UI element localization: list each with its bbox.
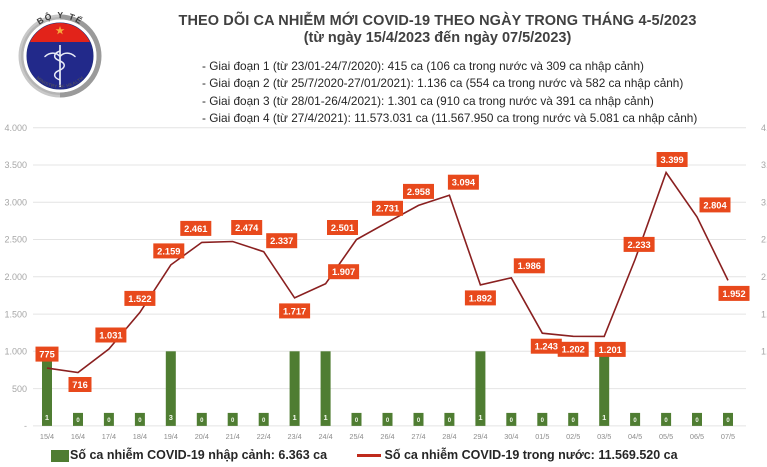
svg-text:3.399: 3.399 (660, 155, 683, 165)
svg-text:1.500: 1.500 (4, 309, 27, 319)
svg-text:1: 1 (478, 413, 482, 422)
svg-text:3.094: 3.094 (452, 178, 476, 188)
svg-text:20/4: 20/4 (195, 432, 209, 441)
svg-text:2.958: 2.958 (407, 187, 430, 197)
svg-text:28/4: 28/4 (442, 432, 456, 441)
svg-text:1.243: 1.243 (535, 342, 558, 352)
svg-text:2.000: 2.000 (761, 272, 767, 282)
svg-text:19/4: 19/4 (164, 432, 178, 441)
svg-text:23/4: 23/4 (287, 432, 301, 441)
svg-text:24/4: 24/4 (318, 432, 332, 441)
svg-text:22/4: 22/4 (257, 432, 271, 441)
svg-text:1.500: 1.500 (761, 309, 767, 319)
svg-text:2.159: 2.159 (157, 246, 180, 256)
svg-text:1.201: 1.201 (599, 345, 622, 355)
svg-text:2.233: 2.233 (627, 240, 650, 250)
svg-text:1.907: 1.907 (332, 267, 355, 277)
svg-text:03/5: 03/5 (597, 432, 611, 441)
svg-text:17/4: 17/4 (102, 432, 116, 441)
svg-text:06/5: 06/5 (690, 432, 704, 441)
svg-text:07/5: 07/5 (721, 432, 735, 441)
svg-text:716: 716 (72, 380, 88, 390)
svg-text:27/4: 27/4 (411, 432, 425, 441)
svg-text:1: 1 (602, 413, 606, 422)
svg-text:1.952: 1.952 (722, 289, 745, 299)
svg-text:1.717: 1.717 (283, 306, 306, 316)
svg-text:3: 3 (169, 413, 173, 422)
svg-text:2.461: 2.461 (184, 224, 207, 234)
svg-text:2.337: 2.337 (270, 236, 293, 246)
svg-text:500: 500 (12, 384, 27, 394)
svg-text:4.000: 4.000 (4, 123, 27, 133)
svg-text:30/4: 30/4 (504, 432, 518, 441)
svg-text:3.000: 3.000 (4, 197, 27, 207)
svg-text:2.474: 2.474 (235, 223, 259, 233)
svg-text:29/4: 29/4 (473, 432, 487, 441)
svg-text:2.500: 2.500 (4, 235, 27, 245)
svg-text:2.500: 2.500 (761, 235, 767, 245)
svg-text:3.500: 3.500 (4, 160, 27, 170)
svg-text:1: 1 (324, 413, 328, 422)
svg-text:4.000: 4.000 (761, 123, 767, 133)
svg-text:775: 775 (39, 350, 55, 360)
svg-text:-: - (24, 421, 27, 431)
svg-text:16/4: 16/4 (71, 432, 85, 441)
svg-text:2.000: 2.000 (4, 272, 27, 282)
svg-text:1.031: 1.031 (99, 330, 122, 340)
svg-text:2.501: 2.501 (331, 223, 354, 233)
svg-text:1.986: 1.986 (518, 261, 541, 271)
svg-text:21/4: 21/4 (226, 432, 240, 441)
svg-text:25/4: 25/4 (349, 432, 363, 441)
svg-text:2.731: 2.731 (376, 204, 399, 214)
svg-text:05/5: 05/5 (659, 432, 673, 441)
svg-text:3.500: 3.500 (761, 160, 767, 170)
svg-text:15/4: 15/4 (40, 432, 54, 441)
svg-text:26/4: 26/4 (380, 432, 394, 441)
svg-text:18/4: 18/4 (133, 432, 147, 441)
svg-text:02/5: 02/5 (566, 432, 580, 441)
svg-text:3.000: 3.000 (761, 197, 767, 207)
svg-text:1.000: 1.000 (4, 347, 27, 357)
svg-text:1.522: 1.522 (128, 294, 151, 304)
svg-text:1.892: 1.892 (469, 293, 492, 303)
svg-text:1.202: 1.202 (562, 345, 585, 355)
svg-text:2.804: 2.804 (703, 200, 727, 210)
svg-text:1.000: 1.000 (761, 347, 767, 357)
svg-text:04/5: 04/5 (628, 432, 642, 441)
svg-text:01/5: 01/5 (535, 432, 549, 441)
svg-text:1: 1 (293, 413, 297, 422)
svg-text:1: 1 (45, 413, 49, 422)
